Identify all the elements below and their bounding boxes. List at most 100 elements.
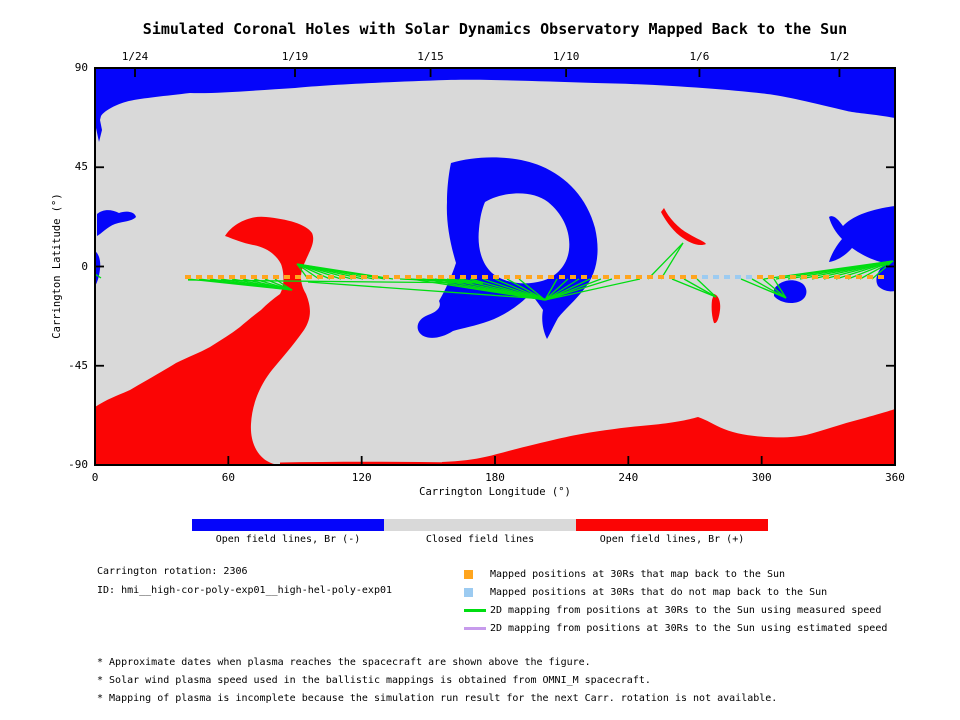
mapped-position-marker — [856, 275, 862, 279]
mapping-line-measured — [660, 242, 684, 280]
left-small-coronal-hole — [97, 210, 136, 236]
small-round-coronal-hole — [774, 280, 807, 304]
mapped-position-marker — [262, 275, 268, 279]
mapped-position-marker — [207, 275, 213, 279]
top-date-label: 1/2 — [829, 50, 850, 63]
mapped-position-marker — [394, 275, 400, 279]
carrington-rotation-label: Carrington rotation: 2306 — [97, 566, 248, 577]
mapped-position-marker — [559, 275, 565, 279]
north-polar-coronal-hole — [95, 68, 895, 142]
mapped-position-marker — [581, 275, 587, 279]
legend-row: Mapped positions at 30Rs that map back t… — [464, 565, 887, 583]
mapped-position-marker — [878, 275, 884, 279]
south-polar-coronal-hole — [442, 409, 895, 465]
mapped-position-marker — [570, 275, 576, 279]
chart-title: Simulated Coronal Holes with Solar Dynam… — [142, 20, 848, 38]
mapped-position-marker — [460, 275, 466, 279]
mapping-line-measured — [683, 278, 717, 298]
mapped-position-marker — [328, 275, 334, 279]
mapping-line-measured — [859, 260, 894, 280]
mapped-position-marker — [504, 275, 510, 279]
mapped-position-marker — [273, 275, 279, 279]
legend-swatch-box — [464, 626, 490, 630]
mapping-line-measured — [544, 278, 558, 301]
mapped-position-marker — [779, 275, 785, 279]
mapped-position-marker — [196, 275, 202, 279]
mapping-line-measured — [696, 278, 717, 298]
mapped-position-marker — [603, 275, 609, 279]
top-date-label: 1/15 — [417, 50, 444, 63]
mapped-position-marker — [680, 275, 686, 279]
mapped-position-marker — [790, 275, 796, 279]
mapping-line-measured — [751, 278, 787, 299]
mapped-position-marker — [867, 275, 873, 279]
mapped-position-marker — [306, 275, 312, 279]
legend-swatch-box — [464, 608, 490, 612]
left-edge-equator-hole — [95, 251, 101, 286]
plot-frame — [94, 67, 896, 466]
mapped-position-marker — [834, 275, 840, 279]
mapped-position-marker — [768, 275, 774, 279]
x-tick-label: 0 — [91, 471, 99, 484]
legend-swatch-box — [464, 569, 490, 579]
x-tick-label: 60 — [221, 471, 235, 484]
mapping-line-measured — [296, 263, 320, 280]
y-tick-label: 90 — [74, 61, 88, 74]
mapping-line-measured — [494, 278, 546, 301]
y-tick-label: -45 — [68, 358, 88, 372]
mapping-line-measured — [544, 278, 569, 301]
mapping-line-measured — [518, 278, 546, 301]
colorbar-label: Open field lines, Br (-) — [215, 534, 361, 545]
mapped-position-marker — [372, 275, 378, 279]
x-tick-label: 300 — [751, 471, 772, 484]
mapped-position-marker — [658, 275, 664, 279]
mapped-position-marker — [636, 275, 642, 279]
top-date-label: 1/10 — [552, 50, 580, 63]
mapped-position-marker — [482, 275, 488, 279]
mapped-position-marker — [471, 275, 477, 279]
mapped-position-marker — [218, 275, 224, 279]
mapped-position-marker — [757, 275, 763, 279]
legend: Mapped positions at 30Rs that map back t… — [464, 565, 887, 637]
mapped-position-no-map-marker — [746, 275, 752, 279]
footnote: * Approximate dates when plasma reaches … — [97, 657, 591, 668]
red-crescent-hole — [661, 208, 706, 246]
mapped-position-marker — [614, 275, 620, 279]
colorbar-segment-open_pos — [576, 519, 768, 531]
right-edge-coronal-hole — [829, 206, 895, 292]
legend-square-swatch — [464, 569, 473, 579]
mapped-position-marker — [284, 275, 290, 279]
colorbar-segment-open_neg — [192, 519, 384, 531]
mapping-line-measured — [762, 278, 787, 299]
mapping-line-measured — [671, 278, 717, 298]
mapped-position-marker — [438, 275, 444, 279]
mapped-position-marker — [669, 275, 675, 279]
mapping-line-measured — [307, 281, 546, 300]
legend-label: 2D mapping from positions at 30Rs to the… — [490, 622, 888, 634]
mapped-position-marker — [592, 275, 598, 279]
y-tick-label: -90 — [68, 458, 88, 471]
mapped-position-marker — [350, 275, 356, 279]
top-date-label: 1/6 — [689, 50, 710, 63]
colorbar-label: Closed field lines — [425, 534, 535, 545]
colorbar-labels: Open field lines, Br (-) Closed field lin… — [192, 534, 768, 545]
mapped-position-marker — [537, 275, 543, 279]
field-line-colorbar — [192, 519, 768, 531]
mapped-position-marker — [845, 275, 851, 279]
legend-row: 2D mapping from positions at 30Rs to the… — [464, 601, 887, 619]
mapped-position-marker — [449, 275, 455, 279]
mapped-position-marker — [812, 275, 818, 279]
plot-area — [94, 67, 896, 466]
mapped-position-marker — [295, 275, 301, 279]
mapped-position-marker — [548, 275, 554, 279]
mapped-position-no-map-marker — [702, 275, 708, 279]
legend-square-swatch — [464, 587, 473, 597]
mapping-line-measured — [187, 279, 484, 284]
x-axis-title: Carrington Longitude (°) — [419, 486, 571, 498]
mapped-position-marker — [625, 275, 631, 279]
mapping-line-measured — [544, 278, 580, 301]
mapped-position-no-map-marker — [735, 275, 741, 279]
mapped-position-marker — [647, 275, 653, 279]
y-tick-label: 0 — [81, 259, 88, 273]
